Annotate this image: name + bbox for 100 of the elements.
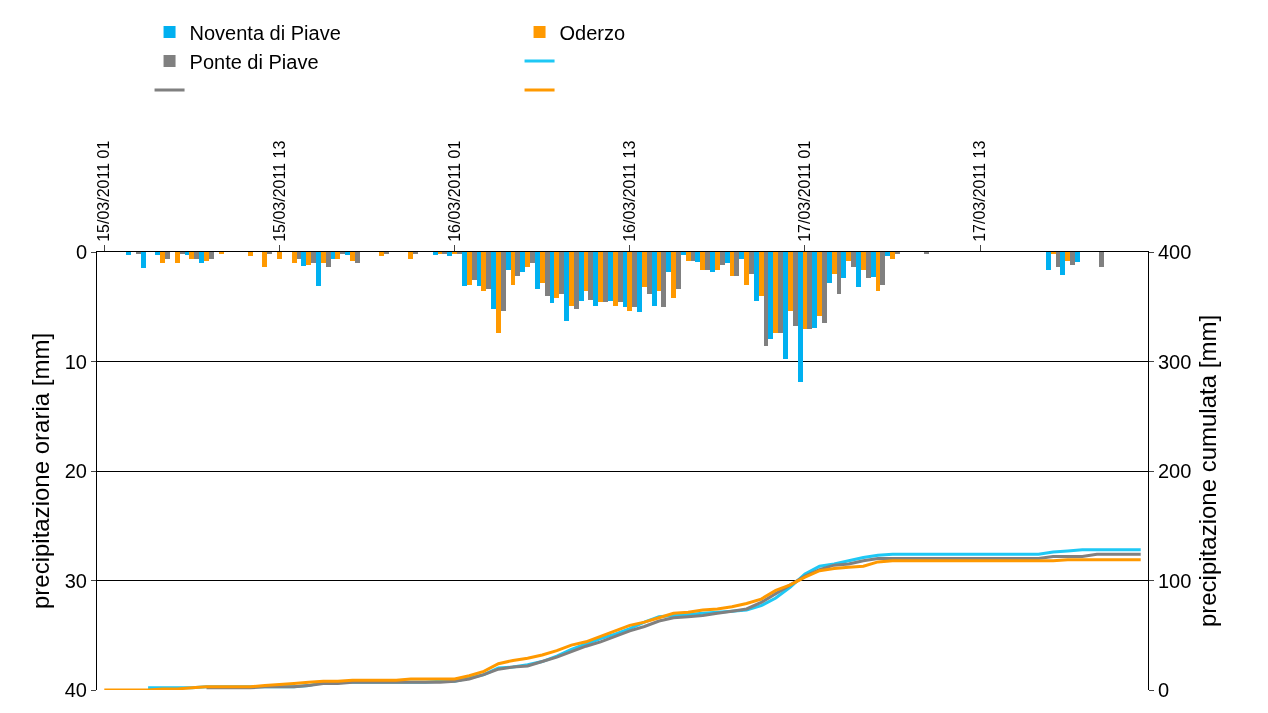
bar [832, 252, 837, 274]
y-tick-label: 0 [75, 241, 87, 263]
bar [798, 252, 803, 382]
y-tick-label: 40 [64, 679, 87, 701]
bar [326, 252, 331, 267]
bar [1056, 252, 1060, 267]
bar [311, 252, 316, 263]
bar [773, 252, 778, 333]
bar [160, 252, 165, 263]
bar [783, 252, 788, 359]
bar [185, 252, 189, 255]
x-tick-label: 15/03/2011 13 [270, 140, 288, 242]
bar [837, 252, 841, 294]
bar [803, 252, 807, 329]
bar [851, 252, 856, 267]
bar [550, 252, 554, 303]
bar [666, 252, 671, 272]
bar [681, 252, 686, 255]
bar [652, 252, 657, 306]
bar [642, 252, 647, 287]
bar [822, 252, 827, 323]
bar [262, 252, 267, 267]
bar [861, 252, 866, 270]
bar [433, 252, 438, 255]
bar [189, 252, 194, 259]
bar [292, 252, 297, 263]
bar [841, 252, 846, 278]
bar [297, 252, 301, 259]
bar [768, 252, 773, 339]
bar [710, 252, 715, 272]
bar [618, 252, 623, 302]
bar [1070, 252, 1075, 265]
bar [856, 252, 861, 287]
bar [501, 252, 506, 311]
bar [477, 252, 481, 286]
bar [846, 252, 851, 261]
y-axis-title: precipitazione oraria [mm] [26, 332, 54, 610]
bar [126, 252, 131, 255]
bar [623, 252, 627, 307]
legend-label: Oderzo [559, 21, 626, 44]
bar [408, 252, 413, 259]
x-tick-label: 16/03/2011 01 [445, 140, 463, 242]
bar [481, 252, 486, 291]
bar [462, 252, 467, 286]
bar [647, 252, 652, 294]
x-tick-label: 16/03/2011 13 [621, 140, 638, 242]
bar [885, 252, 890, 256]
bar [1046, 252, 1051, 270]
bar [871, 252, 876, 277]
bar [866, 252, 871, 278]
bar [199, 252, 204, 263]
bar [331, 252, 335, 259]
y-tick-label: 20 [64, 460, 87, 482]
bar [1099, 252, 1104, 267]
bar [593, 252, 598, 306]
bar [705, 252, 710, 270]
bar [175, 252, 180, 263]
bar [720, 252, 725, 265]
y2-tick-label: 0 [1158, 679, 1170, 701]
bar [525, 252, 530, 267]
bar [584, 252, 588, 291]
bar [1060, 252, 1065, 275]
bar [545, 252, 550, 296]
bar [379, 252, 384, 256]
bar [345, 252, 350, 255]
bar [165, 252, 170, 259]
bar [827, 252, 832, 283]
bar [335, 252, 340, 259]
bar [559, 252, 564, 294]
bar [657, 252, 661, 291]
bar [807, 252, 812, 329]
bar [209, 252, 214, 259]
bar [686, 252, 691, 261]
bar [535, 252, 540, 289]
bar [301, 252, 306, 266]
bar [778, 252, 783, 333]
bar [876, 252, 880, 291]
x-tick-label: 17/03/2011 13 [971, 140, 989, 242]
bar [598, 252, 603, 302]
legend-label: Ponte di Piave [189, 50, 319, 73]
bar [579, 252, 584, 301]
bar [155, 252, 160, 255]
bar [141, 252, 146, 268]
y2-axis-title: precipitazione cumulata [mm] [1193, 314, 1221, 628]
bar [725, 252, 730, 263]
bar [764, 252, 768, 346]
legend-label: Noventa di Piave [189, 21, 341, 44]
y2-tick-label: 200 [1158, 460, 1192, 482]
bar [759, 252, 764, 296]
bar [632, 252, 637, 307]
bar [520, 252, 525, 272]
bar [486, 252, 491, 289]
bar [671, 252, 676, 298]
bar [506, 252, 511, 270]
bar [715, 252, 720, 270]
bar [306, 252, 311, 265]
bar [277, 252, 282, 259]
bar [627, 252, 632, 311]
bar [613, 252, 618, 306]
y-tick-label: 10 [64, 350, 87, 373]
